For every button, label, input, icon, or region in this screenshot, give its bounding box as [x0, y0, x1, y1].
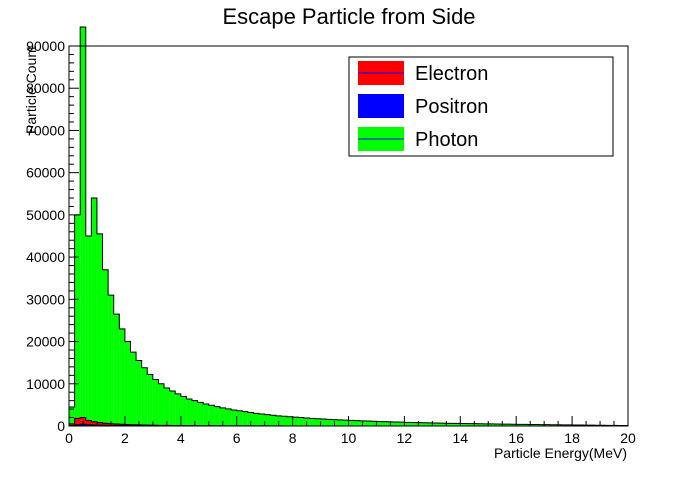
x-tick-label: 16 [508, 430, 524, 446]
bar-photon-26 [214, 407, 220, 426]
bar-photon-33 [253, 413, 259, 426]
legend-label-electron: Electron [415, 63, 488, 85]
bar-photon-16 [158, 384, 164, 426]
x-axis-label: Particle Energy(MeV) [494, 445, 627, 461]
bar-photon-14 [147, 374, 153, 426]
bar-photon-10 [125, 342, 131, 426]
bar-photon-19 [175, 394, 181, 426]
x-tick-label: 18 [564, 430, 580, 446]
bar-photon-36 [270, 415, 276, 426]
bar-photon-21 [186, 399, 192, 426]
bar-photon-60 [404, 422, 410, 426]
y-tick-label: 60000 [26, 165, 65, 181]
x-tick-label: 20 [620, 430, 636, 446]
y-tick-label: 50000 [26, 207, 65, 223]
bar-photon-11 [130, 352, 136, 426]
bar-photon-17 [164, 388, 170, 426]
bar-photon-34 [259, 414, 265, 426]
bar-photon-13 [142, 368, 148, 426]
bar-photon-49 [343, 420, 349, 426]
bar-photon-39 [287, 417, 293, 426]
legend-item-electron: Electron [358, 61, 488, 85]
x-tick-label: 8 [289, 430, 297, 446]
bar-photon-61 [410, 423, 416, 427]
bar-photon-50 [349, 420, 355, 426]
bar-photon-44 [315, 419, 321, 426]
bar-photon-41 [298, 418, 304, 426]
bar-photon-45 [321, 419, 327, 426]
x-tick-label: 12 [397, 430, 413, 446]
bar-photon-5 [97, 234, 103, 426]
bar-photon-43 [309, 418, 315, 426]
legend-item-photon: Photon [358, 127, 478, 151]
bar-photon-7 [108, 295, 114, 426]
bar-photon-18 [170, 391, 176, 426]
bar-photon-2 [80, 27, 86, 426]
bar-photon-23 [198, 402, 204, 426]
bar-photon-53 [365, 421, 371, 426]
legend-label-positron: Positron [415, 96, 488, 118]
bar-photon-35 [265, 415, 271, 426]
x-tick-label: 0 [65, 430, 73, 446]
legend: Electron Positron Photon [349, 57, 613, 156]
bar-photon-28 [226, 409, 232, 426]
x-tick-label: 14 [453, 430, 469, 446]
bar-photon-15 [153, 380, 159, 426]
bar-photon-24 [203, 404, 209, 426]
bar-photon-3 [86, 236, 92, 426]
chart-title: Escape Particle from Side [222, 4, 475, 29]
bar-photon-25 [209, 405, 215, 426]
bar-photon-30 [237, 411, 243, 426]
y-tick-label: 0 [57, 418, 65, 434]
bar-photon-38 [281, 416, 287, 426]
legend-label-photon: Photon [415, 129, 478, 151]
y-tick-label: 20000 [26, 334, 65, 350]
bar-photon-0 [69, 407, 75, 426]
bar-photon-48 [337, 420, 343, 426]
bar-photon-1 [75, 215, 81, 426]
bar-photon-31 [242, 412, 248, 426]
bar-photon-56 [382, 422, 388, 426]
bar-photon-55 [376, 421, 382, 426]
y-tick-label: 10000 [26, 376, 65, 392]
y-tick-label: 40000 [26, 249, 65, 265]
y-axis-label: Particle Count [23, 46, 39, 134]
bar-photon-6 [103, 270, 109, 426]
bar-photon-12 [136, 361, 142, 426]
bar-photon-51 [354, 421, 360, 426]
legend-item-positron: Positron [358, 94, 488, 118]
x-tick-label: 2 [121, 430, 129, 446]
y-tick-label: 30000 [26, 291, 65, 307]
bar-photon-20 [181, 396, 187, 426]
bar-photon-29 [231, 410, 237, 426]
bar-photon-4 [91, 198, 97, 426]
bar-photon-46 [326, 419, 332, 426]
bar-photon-58 [393, 422, 399, 426]
bar-photon-9 [119, 329, 125, 426]
x-tick-label: 10 [341, 430, 357, 446]
x-tick-label: 6 [233, 430, 241, 446]
x-tick-label: 4 [177, 430, 185, 446]
bar-photon-8 [114, 314, 120, 426]
bar-photon-59 [399, 422, 405, 426]
bar-photon-54 [371, 421, 377, 426]
bar-photon-40 [293, 417, 299, 426]
